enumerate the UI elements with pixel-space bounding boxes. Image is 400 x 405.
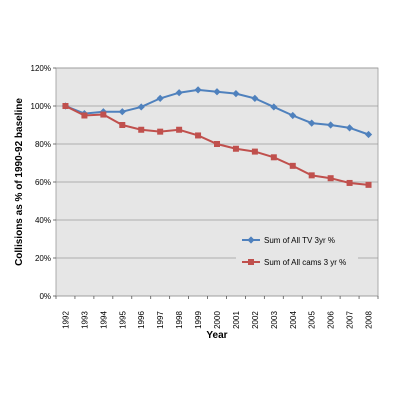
y-tick-label: 100% [31,102,51,111]
legend-label: Sum of All cams 3 yr % [264,258,346,267]
x-tick-label: 2006 [327,311,336,329]
y-tick-label: 20% [35,254,51,263]
legend: Sum of All TV 3yr % Sum of All cams 3 yr … [236,228,358,276]
data-point [138,126,145,133]
data-point [289,111,297,120]
data-point [195,132,202,139]
data-point [251,94,259,102]
data-point [251,148,258,155]
data-point [270,154,277,161]
x-tick-label: 1994 [99,311,108,329]
x-tick-label: 1998 [175,311,184,329]
data-point [213,88,221,96]
x-tick-label: 2003 [270,311,279,329]
x-tick-label: 1995 [118,311,127,329]
x-tick-label: 2004 [289,311,298,329]
x-tick-label: 1993 [80,311,89,329]
x-tick-label: 2001 [232,311,241,329]
series-layer [61,86,373,188]
data-point [232,90,240,98]
y-tick-label: 0% [39,292,51,301]
data-point [327,175,334,182]
y-tick-label: 80% [35,140,51,149]
legend-label: Sum of All TV 3yr % [264,236,335,245]
x-tick-label: 2008 [365,311,374,329]
x-tick-label: 1996 [137,311,146,329]
legend-box [236,228,358,276]
x-tick-label: 2000 [213,311,222,329]
y-tick-label: 40% [35,216,51,225]
data-point [81,112,88,119]
data-point [137,103,145,111]
data-point [345,124,354,132]
x-tick-label: 2002 [251,311,260,329]
legend-marker [248,259,254,265]
x-tick-label: 2005 [308,311,317,329]
y-tick-label: 120% [31,64,51,73]
data-point [214,141,220,147]
y-tick-label: 60% [35,178,51,187]
x-tick-label: 1997 [156,311,165,329]
x-tick-label: 1992 [61,311,70,329]
data-point [100,111,107,118]
x-tick-label: 1999 [194,311,203,329]
y-axis-title: Collisions as % of 1990-92 baseline [14,98,25,266]
data-point [232,145,239,152]
data-point [175,89,183,97]
data-point [270,103,278,111]
data-point [346,179,353,186]
data-point [308,119,316,127]
data-point [308,172,315,179]
data-point [157,128,164,135]
data-point [365,181,372,188]
data-point [176,126,183,133]
y-axis-ticks: 0% 20% 40% 60% 80% 100% 120% [31,64,56,301]
data-point [156,94,164,102]
data-point [327,121,335,129]
x-tick-label: 2007 [346,311,355,329]
legend-marker [247,236,255,244]
data-point [118,108,126,116]
data-point [194,86,202,94]
x-axis-title: Year [206,330,227,341]
data-point [289,162,296,169]
data-point [119,122,126,128]
data-point [364,130,373,139]
x-axis-ticks: 1992 1993 1994 1995 1996 1997 1998 1999 2000 2001… [55,296,379,329]
data-point [62,103,69,109]
